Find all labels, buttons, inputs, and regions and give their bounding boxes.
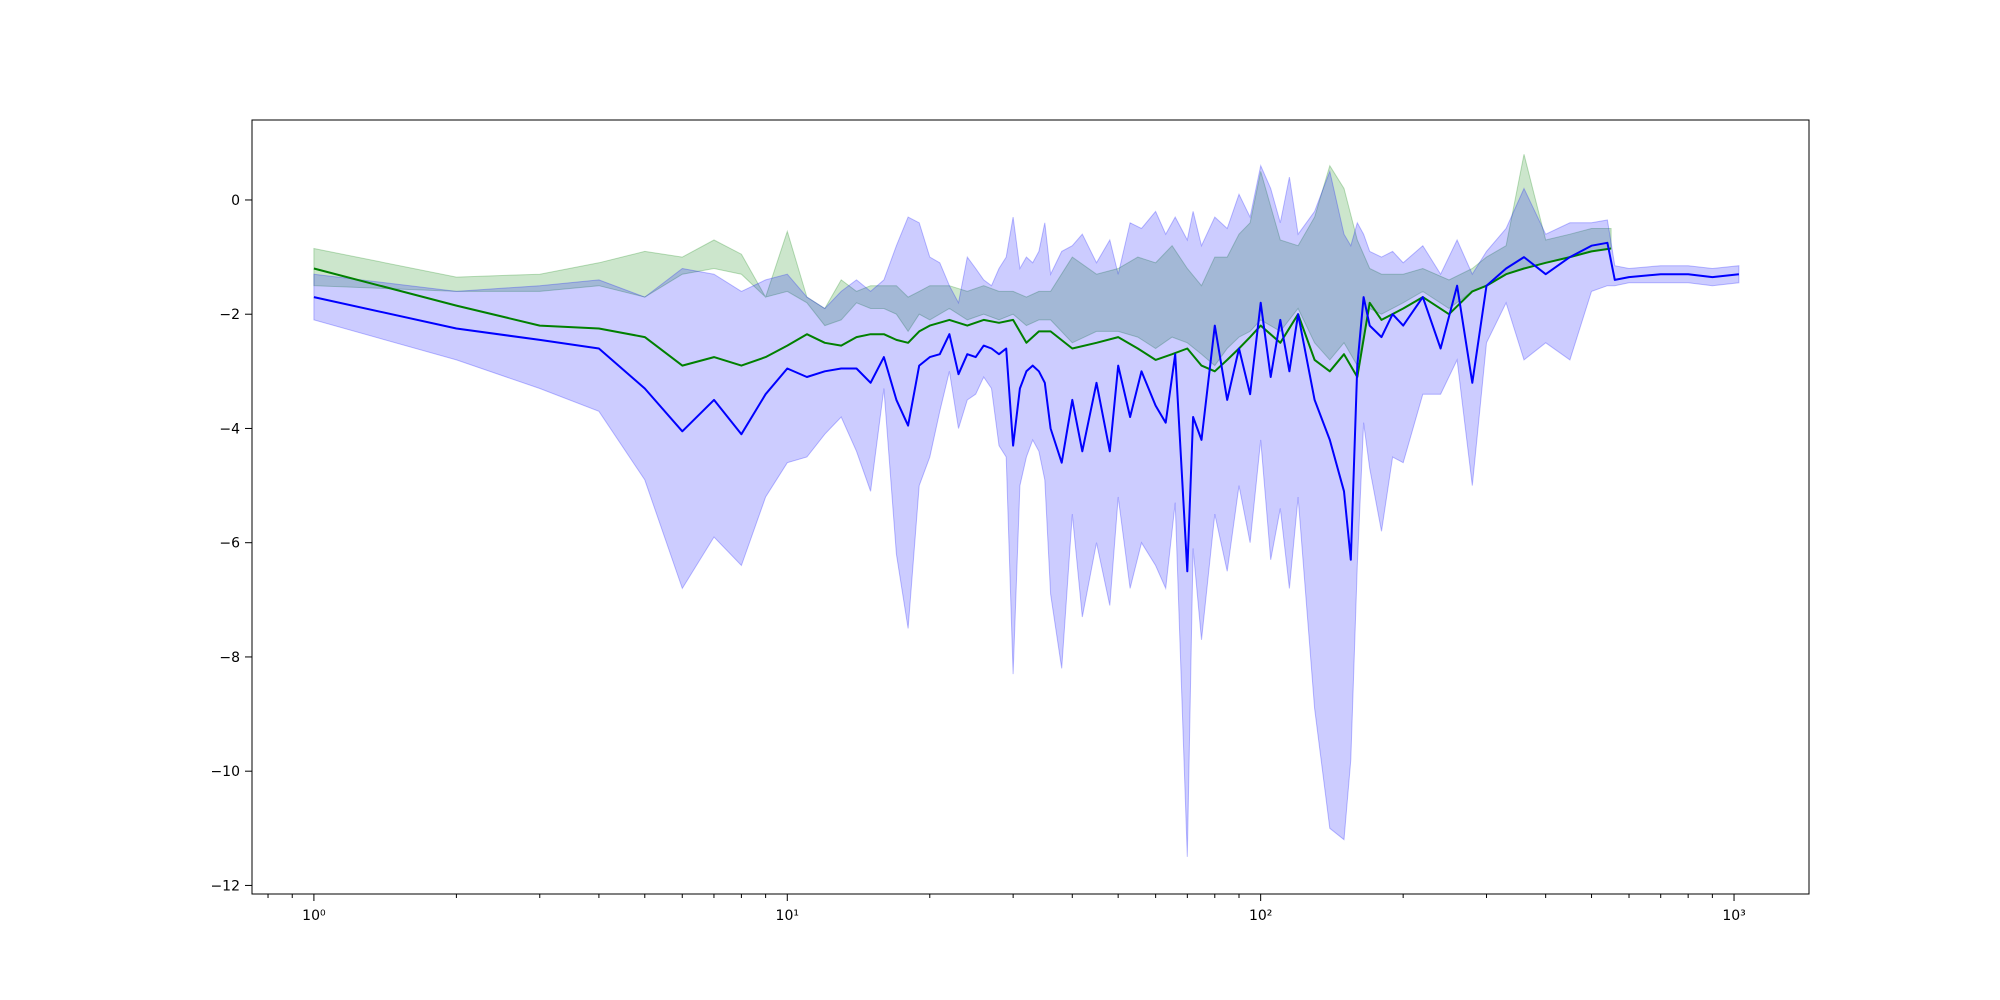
plot-frame: [251, 119, 1810, 895]
y-tick-label: −10: [210, 764, 240, 780]
x-tick-label: 10³: [1722, 908, 1745, 924]
band-series-1: [313, 164, 1740, 857]
y-tick-label: −4: [219, 421, 240, 437]
y-tick-label: −12: [210, 878, 240, 894]
x-tick-label: 10²: [1249, 908, 1272, 924]
x-axis: 10⁰ 10¹ 10² 10³: [267, 894, 1746, 924]
x-tick-label: 10⁰: [302, 908, 326, 924]
y-tick-label: −8: [219, 650, 240, 666]
y-tick-label: 0: [231, 193, 240, 209]
x-tick-label: 10¹: [776, 908, 799, 924]
y-axis: 0 −2 −4 −6 −8 −10 −12: [210, 193, 252, 894]
y-tick-label: −2: [219, 307, 240, 323]
series-lines: [313, 241, 1740, 573]
y-tick-label: −6: [219, 536, 240, 552]
line-series-0: [313, 247, 1612, 378]
line-series-1: [313, 241, 1740, 573]
